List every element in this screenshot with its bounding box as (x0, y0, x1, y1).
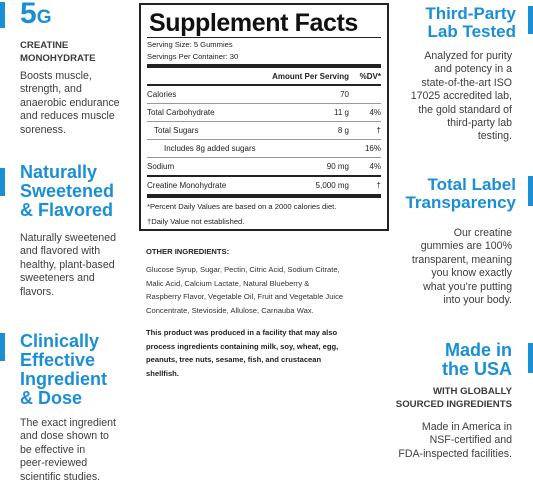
other-ingredients-heading: OTHER INGREDIENTS: (146, 247, 230, 256)
creatine-label: CREATINE MONOHYDRATE (20, 40, 96, 64)
accent-bar-right-2 (528, 176, 533, 206)
other-ingredients-list: Glucose Syrup, Sugar, Pectin, Citric Aci… (146, 265, 344, 315)
divider (147, 194, 381, 198)
sweetened-description: Naturally sweetened and flavored with heal… (20, 232, 116, 298)
divider (147, 37, 381, 38)
made-in-usa-heading: Made in the USA (441, 340, 512, 379)
divider (147, 84, 381, 86)
accent-bar-right-1 (528, 6, 533, 34)
accent-bar-left-3 (0, 333, 5, 361)
serving-size: Serving Size: 5 Gummies (147, 40, 233, 49)
servings-per-container: Servings Per Container: 30 (147, 51, 239, 61)
accent-bar-left-2 (0, 168, 5, 196)
clinical-heading: Clinically Effective Ingredient & Dose (20, 331, 108, 408)
facts-row: Total Sugars 8 g † (147, 121, 381, 139)
facts-row: Total Carbohydrate 11 g 4% (147, 103, 381, 121)
facts-row: Creatine Monohydrate 5,000 mg † (147, 181, 381, 190)
dose-heading: 5G (20, 0, 52, 30)
divider (147, 64, 381, 68)
made-in-usa-description: Made in America in NSF-certified and FDA-i… (398, 421, 512, 460)
facts-footnotes: *Percent Daily Values are based on a 200… (147, 202, 337, 226)
supplement-facts-panel: Supplement Facts Serving Size: 5 Gummies… (139, 3, 389, 231)
accent-bar-left-1 (0, 2, 5, 28)
transparency-heading: Total Label Transparency (405, 175, 516, 212)
allergen-statement: This product was produced in a facility … (146, 328, 339, 378)
dv-header: %DV* (359, 71, 381, 81)
accent-bar-right-3 (528, 343, 533, 373)
dose-description: Boosts muscle, strength, and anaerobic end… (20, 70, 120, 136)
globally-sourced-label: WITH GLOBALLY SOURCED INGREDIENTS (395, 386, 512, 410)
sweetened-heading: Naturally Sweetened & Flavored (20, 162, 115, 220)
lab-tested-heading: Third-Party Lab Tested (425, 4, 516, 41)
facts-title: Supplement Facts (149, 9, 358, 37)
clinical-description: The exact ingredient and dose shown to be … (20, 417, 116, 483)
lab-tested-description: Analyzed for purity and potency in a state… (410, 50, 512, 143)
facts-row: Calories 70 (147, 90, 349, 99)
facts-row: Includes 8g added sugars 16% (147, 139, 381, 157)
facts-row: Sodium 90 mg 4% (147, 157, 381, 175)
facts-header-row: Amount Per Serving %DV* (147, 68, 381, 84)
amount-header: Amount Per Serving (272, 71, 349, 81)
divider (147, 175, 381, 177)
transparency-description: Our creatine gummies are 100% transparent,… (411, 227, 512, 307)
